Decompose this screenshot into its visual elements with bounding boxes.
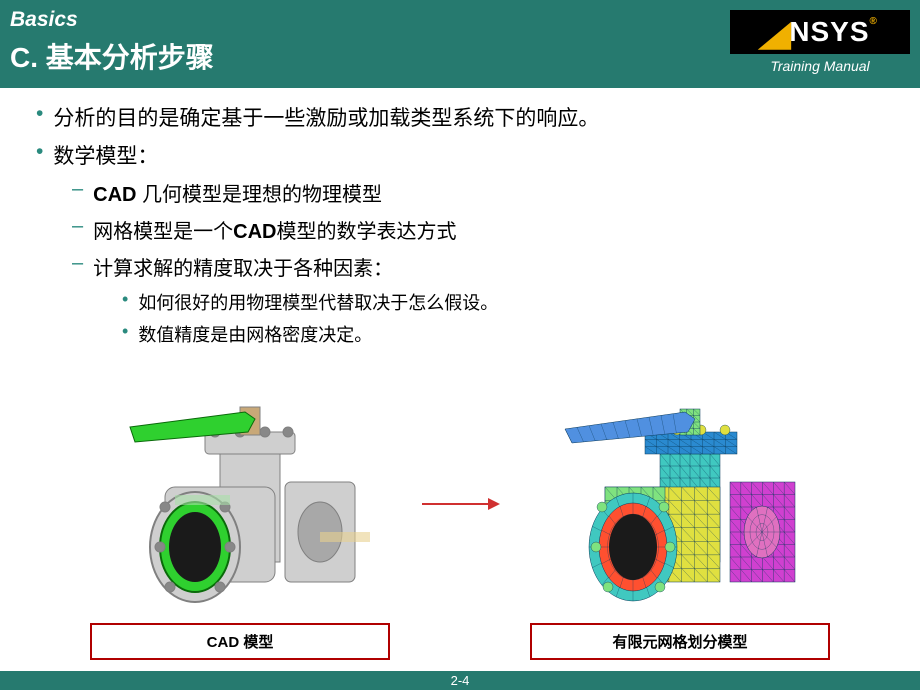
bullet-dot-icon: • — [122, 289, 128, 315]
logo-text: NSYS — [789, 16, 869, 47]
bullet-level2: – 网格模型是一个CAD模型的数学表达方式 — [72, 215, 890, 244]
bullet-dot-icon: • — [36, 140, 43, 170]
cad-model-image — [90, 387, 390, 617]
cad-model-column: CAD 模型 — [90, 387, 390, 660]
bullet-text: 数学模型： — [53, 140, 158, 170]
bullet-dot-icon: • — [36, 102, 43, 132]
bullet-level2: – 计算求解的精度取决于各种因素： — [72, 252, 890, 281]
bullet-text: 分析的目的是确定基于一些激励或加载类型系统下的响应。 — [53, 102, 599, 132]
bullet-level3: • 数值精度是由网格密度决定。 — [122, 321, 890, 347]
training-manual-label: Training Manual — [730, 58, 910, 74]
logo-wedge-icon: ◢ — [759, 24, 792, 44]
bullet-dash-icon: – — [72, 178, 83, 207]
slide-content: • 分析的目的是确定基于一些激励或加载类型系统下的响应。 • 数学模型： – C… — [0, 88, 920, 660]
mesh-model-image — [530, 387, 830, 617]
bullet-text: 网格模型是一个CAD模型的数学表达方式 — [93, 215, 456, 244]
bullet-dash-icon: – — [72, 252, 83, 281]
arrow-icon — [420, 494, 500, 514]
slide-header: Basics C. 基本分析步骤 ◢NSYS® Training Manual — [0, 0, 920, 88]
logo-registered: ® — [870, 16, 878, 27]
bullet-dash-icon: – — [72, 215, 83, 244]
bullet-text: 计算求解的精度取决于各种因素： — [93, 252, 393, 281]
mesh-model-column: 有限元网格划分模型 — [530, 387, 830, 660]
logo-region: ◢NSYS® Training Manual — [730, 10, 910, 74]
bullet-text: 数值精度是由网格密度决定。 — [138, 321, 372, 347]
mesh-model-caption: 有限元网格划分模型 — [530, 623, 830, 660]
models-row: CAD 模型 有限元网格划分模型 — [30, 387, 890, 660]
slide-footer: 2-4 — [0, 671, 920, 690]
bullet-text: CAD 几何模型是理想的物理模型 — [93, 178, 382, 207]
page-number: 2-4 — [451, 673, 470, 688]
bullet-level2: – CAD 几何模型是理想的物理模型 — [72, 178, 890, 207]
bullet-text: 如何很好的用物理模型代替取决于怎么假设。 — [138, 289, 498, 315]
ansys-logo: ◢NSYS® — [730, 10, 910, 54]
bullet-dot-icon: • — [122, 321, 128, 347]
bullet-level3: • 如何很好的用物理模型代替取决于怎么假设。 — [122, 289, 890, 315]
bullet-level1: • 数学模型： — [30, 140, 890, 170]
bullet-level1: • 分析的目的是确定基于一些激励或加载类型系统下的响应。 — [30, 102, 890, 132]
cad-model-caption: CAD 模型 — [90, 623, 390, 660]
